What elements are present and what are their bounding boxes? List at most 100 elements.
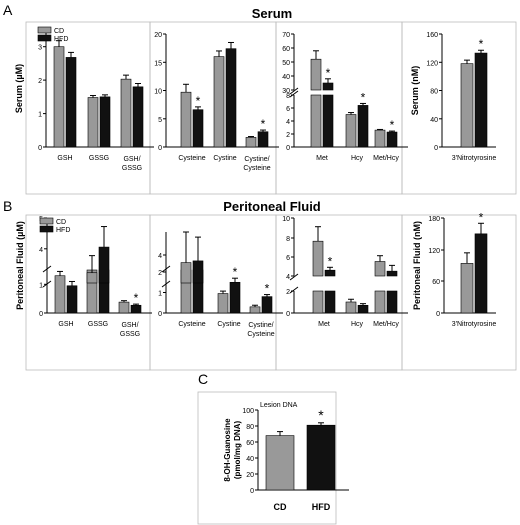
chart-b4: 0 60 120 180 Peritoneal Fluid (nM) * 3'Nitroty… — [412, 210, 496, 328]
panel-frame-5 — [149, 214, 277, 371]
y-tick-label: 4 — [286, 274, 290, 281]
category-label: 3'Nitrotyrosine — [452, 155, 497, 162]
panel-frame-3 — [401, 21, 517, 195]
bar-cd — [118, 301, 130, 314]
y-tick-label: 0 — [436, 311, 440, 318]
y-tick-label: 3 — [38, 45, 42, 52]
bar-cd — [312, 290, 324, 314]
legend-swatch-hfd — [37, 34, 52, 42]
y-tick-label: 80 — [246, 424, 254, 431]
chart-c: 0 20 40 60 80 100 8-OH-Guanosine (pmol/mg DNA) C… — [223, 402, 349, 512]
bar-cd — [120, 78, 132, 148]
category-label: Cystine/Cysteine — [243, 156, 270, 172]
category-label: Cystine/Cysteine — [247, 322, 274, 338]
bar-hfd — [357, 304, 369, 314]
y-tick-label: 0 — [158, 311, 162, 318]
y-tick-label: 5 — [158, 117, 162, 124]
y-tick-label: 70 — [282, 32, 290, 39]
y-tick-label: 60 — [282, 46, 290, 53]
bar-hfd — [357, 105, 369, 148]
y-tick-label: 4 — [158, 253, 162, 260]
bar-hfd — [229, 281, 241, 314]
legend-swatch-cd — [37, 26, 52, 34]
bar-cd — [217, 293, 229, 314]
y-tick-label: 0 — [39, 311, 43, 318]
category-label: Hcy — [351, 155, 364, 162]
bar-hfd — [324, 269, 336, 277]
bar-cd — [86, 272, 98, 284]
y-axis-title: Serum (µM) — [14, 64, 24, 113]
significance-star: * — [479, 210, 484, 224]
axis-break-mark — [161, 265, 171, 273]
y-tick-label: 60 — [246, 440, 254, 447]
y-tick-label: 0 — [38, 145, 42, 152]
y-tick-label: 4 — [286, 119, 290, 126]
bar-cd — [460, 63, 474, 148]
bar-cd — [374, 129, 386, 148]
y-tick-label: 120 — [428, 248, 440, 255]
bar-cd — [265, 435, 295, 491]
bar-cd — [54, 275, 66, 314]
chart-a4: 0 40 80 120 160 Serum (nM) * 3'Nitrotyrosine — [410, 32, 496, 162]
significance-star: * — [361, 90, 366, 104]
category-label: Cysteine — [178, 155, 205, 162]
y-tick-label: 40 — [246, 456, 254, 463]
y-tick-label: 20 — [154, 32, 162, 39]
bar-cd — [245, 137, 257, 148]
chart-b2: 0 1 2 4 Cysteine * Cystine * Cystine/Cysteine — [158, 231, 283, 338]
y-tick-label: 4 — [39, 247, 43, 254]
category-label: CD — [274, 502, 287, 512]
legend-label-hfd: HFD — [54, 36, 68, 43]
bar-hfd — [474, 52, 488, 148]
significance-star: * — [479, 37, 484, 51]
legend-label-hfd: HFD — [56, 227, 70, 234]
panel-frame-2 — [275, 21, 403, 195]
y-tick-label: 160 — [426, 32, 438, 39]
axis-break-mark — [289, 273, 299, 281]
panel-frame-7 — [401, 214, 517, 371]
y-tick-label: 40 — [282, 74, 290, 81]
bar-cd — [312, 240, 324, 277]
bar-hfd — [225, 48, 237, 148]
category-label: GSH — [57, 155, 72, 162]
y-tick-label: 0 — [158, 145, 162, 152]
bar-hfd — [324, 290, 336, 314]
category-label: HFD — [312, 502, 331, 512]
chart-a2: 0 5 10 15 20 * Cysteine Cystine * Cystine/Cystein… — [154, 32, 279, 172]
bar-cd — [249, 306, 261, 314]
chart-b3: 0 2 4 6 8 10 * Met Hcy Met/Hcy — [282, 216, 408, 328]
significance-star: * — [328, 254, 333, 268]
bar-hfd — [261, 296, 273, 314]
bar-hfd — [386, 290, 398, 314]
y-axis-title: (pmol/mg DNA) — [233, 421, 242, 480]
y-tick-label: 50 — [282, 60, 290, 67]
y-tick-label: 0 — [286, 311, 290, 318]
significance-star: * — [265, 282, 270, 296]
category-label: Cystine — [217, 321, 240, 328]
bar-hfd — [257, 131, 269, 148]
bar-hfd — [386, 270, 398, 277]
bar-hfd — [192, 109, 204, 148]
chart-a3: 0 2 4 6 830 40 50 60 70 * Met * Hcy * Met/Hcy — [282, 32, 408, 162]
y-tick-label: 6 — [286, 255, 290, 262]
significance-star: * — [134, 291, 139, 305]
serum-title: Serum — [252, 6, 292, 21]
significance-star: * — [326, 66, 331, 80]
y-tick-label: 40 — [430, 117, 438, 124]
y-tick-label: 0 — [286, 145, 290, 152]
axis-break-mark — [289, 90, 299, 98]
bar-hfd — [322, 94, 334, 148]
bar-cd — [310, 58, 322, 91]
y-axis-title: 8-OH-Guanosine — [223, 418, 232, 482]
legend-swatch-hfd — [39, 225, 54, 233]
bar-hfd — [474, 233, 488, 314]
bar-cd — [345, 301, 357, 314]
bar-hfd — [132, 86, 144, 148]
category-label: Cysteine — [178, 321, 205, 328]
category-label: GSSG — [89, 155, 109, 162]
y-tick-label: 1 — [39, 282, 43, 289]
bar-cd — [87, 97, 99, 148]
bar-hfd — [66, 285, 78, 314]
